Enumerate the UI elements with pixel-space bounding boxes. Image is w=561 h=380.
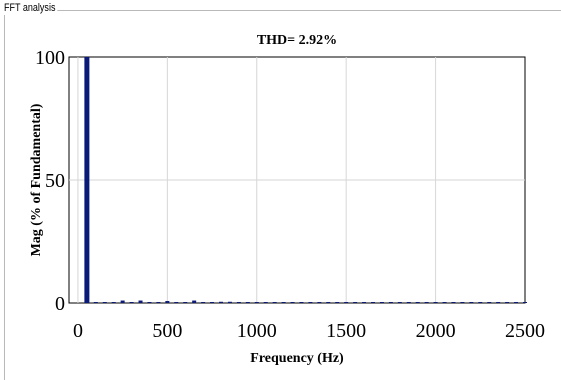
- x-tick-label: 1500: [326, 320, 366, 342]
- bar-harmonic: [147, 302, 152, 303]
- bar-harmonic: [245, 302, 250, 303]
- x-axis-label: Frequency (Hz): [250, 351, 344, 366]
- bar-harmonic: [84, 57, 90, 303]
- bar-harmonic: [165, 301, 170, 303]
- bar-harmonic: [397, 302, 402, 303]
- bar-harmonic: [514, 302, 519, 303]
- y-tick-label: 100: [35, 47, 65, 69]
- bar-harmonic: [201, 302, 206, 303]
- bar-harmonic: [102, 302, 107, 303]
- bar-harmonic: [433, 302, 438, 303]
- panel-title: FFT analysis: [4, 2, 58, 15]
- bar-harmonic: [272, 302, 277, 303]
- bar-harmonic: [379, 302, 384, 303]
- y-tick-label: 50: [45, 170, 65, 192]
- bar-harmonic: [523, 302, 527, 303]
- bar-harmonic: [156, 302, 161, 303]
- bar-harmonic: [317, 302, 322, 303]
- x-tick-label: 1000: [237, 320, 277, 342]
- x-tick-label: 2500: [505, 320, 545, 342]
- bar-harmonic: [290, 302, 295, 303]
- bar-harmonic: [174, 302, 179, 303]
- bar-harmonic: [308, 302, 313, 303]
- bar-harmonic: [254, 302, 259, 303]
- y-tick-label: 0: [55, 293, 65, 315]
- bar-harmonic: [362, 302, 367, 303]
- bar-harmonic: [335, 302, 340, 303]
- bar-harmonic: [442, 302, 447, 303]
- bar-harmonic: [111, 302, 116, 303]
- bar-harmonic: [299, 302, 304, 303]
- bar-harmonic: [451, 302, 456, 303]
- bar-harmonic: [192, 300, 197, 303]
- bar-harmonic: [353, 302, 358, 303]
- x-tick-label: 2000: [416, 320, 456, 342]
- bar-harmonic: [469, 302, 474, 303]
- bar-harmonic: [138, 300, 143, 303]
- bar-harmonic: [129, 302, 134, 303]
- bar-harmonic: [487, 302, 492, 303]
- fft-groupbox: [4, 10, 561, 380]
- bar-harmonic: [227, 301, 232, 303]
- bar-harmonic: [460, 302, 465, 303]
- x-tick-label: 0: [73, 320, 83, 342]
- fft-analysis-panel: FFT analysis 0 500 1000 1500 2000 2500 0 50 100…: [4, 2, 561, 380]
- bar-harmonic: [120, 300, 125, 303]
- bar-harmonic: [210, 302, 215, 303]
- bar-harmonic: [183, 302, 188, 303]
- bar-harmonic: [344, 302, 349, 303]
- y-axis-label: Mag (% of Fundamental): [29, 103, 44, 256]
- y-tick-labels: 0 50 100: [35, 47, 65, 315]
- bar-harmonic: [406, 302, 411, 303]
- grid-lines: [69, 57, 525, 303]
- bar-harmonic: [424, 302, 429, 303]
- bar-harmonic: [219, 301, 223, 303]
- bar-harmonic: [496, 302, 501, 303]
- bar-harmonic: [371, 302, 375, 303]
- bar-harmonic: [93, 302, 98, 303]
- bar-harmonic: [505, 302, 510, 303]
- bar-harmonic: [415, 302, 420, 303]
- bar-harmonic: [281, 302, 286, 303]
- chart-title: THD= 2.92%: [257, 33, 337, 48]
- bar-harmonic: [236, 302, 241, 303]
- x-tick-labels: 0 500 1000 1500 2000 2500: [73, 320, 545, 342]
- bar-harmonic: [326, 302, 331, 303]
- x-tick-label: 500: [152, 320, 182, 342]
- bar-series: [84, 57, 527, 303]
- bar-harmonic: [263, 302, 268, 303]
- bar-harmonic: [478, 302, 483, 303]
- fft-chart: 0 500 1000 1500 2000 2500 0 50 100 THD= 2.92% F…: [29, 33, 545, 366]
- bar-harmonic: [388, 302, 393, 303]
